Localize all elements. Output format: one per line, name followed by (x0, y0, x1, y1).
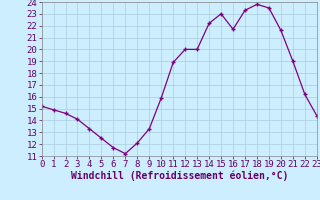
X-axis label: Windchill (Refroidissement éolien,°C): Windchill (Refroidissement éolien,°C) (70, 171, 288, 181)
